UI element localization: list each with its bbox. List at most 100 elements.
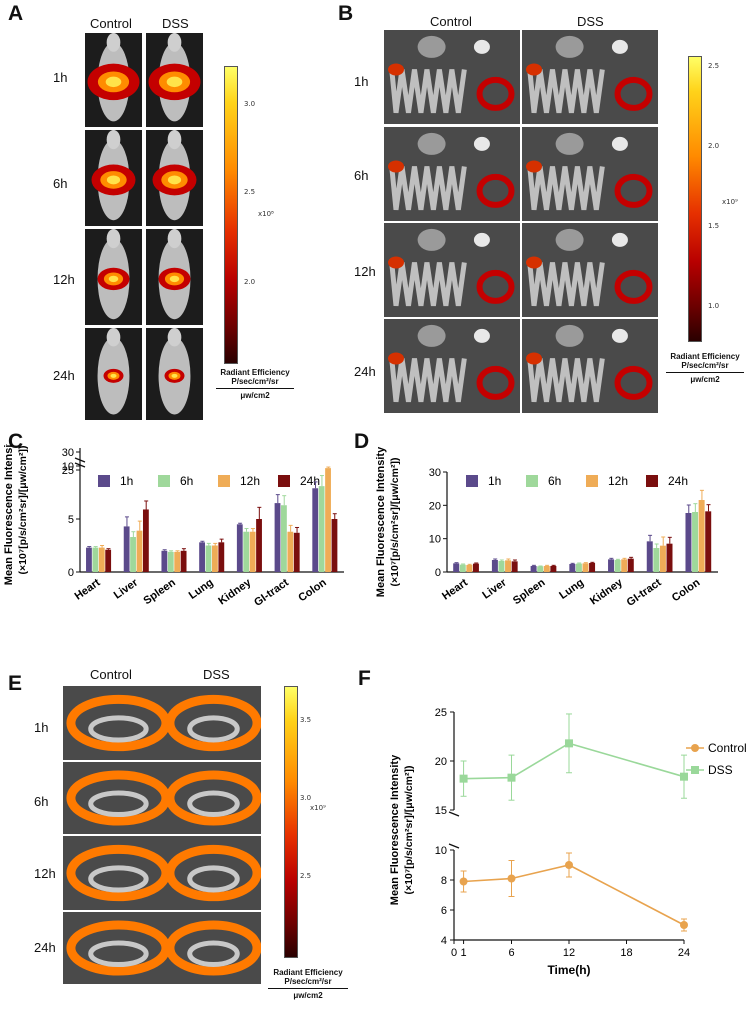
x-tick-label: Liver [112,576,141,601]
gridB-image-cell [522,319,658,413]
legend-label: 12h [608,474,628,488]
y-tick-label: 30 [429,467,441,479]
panel-b-row-1h: 1h [354,74,369,89]
gridB-image-cell [384,30,520,124]
panel-b-row-6h: 6h [354,168,369,183]
legend-swatch [466,475,478,487]
panel-e-letter: E [8,672,23,695]
units-title: Radiant Efficiency [220,368,290,377]
y-tick-label: 10 [62,461,74,473]
bar [614,560,621,572]
legend-swatch [526,475,538,487]
panel-a-row-1h: 1h [53,70,68,85]
data-point [459,774,468,783]
y-axis-label-units: (×10⁷[p/s/cm²sr]/[μw/cm²]) [389,458,401,587]
y-tick-label: 10 [429,534,441,546]
bar [466,565,473,572]
panel-b-colorbar [688,56,702,342]
x-tick-label: Spleen [511,576,548,607]
y-axis-label: Mean Fluorescence Intensity [389,754,401,905]
data-point [680,772,688,781]
bar [569,564,576,572]
bar [123,526,130,572]
panel-c-letter: C [8,430,24,453]
units-title: Radiant Efficiency [273,968,343,977]
panel-a-row-6h: 6h [53,176,68,191]
legend-marker [691,766,699,774]
bar [136,530,143,572]
gridA-image-cell [146,130,203,226]
x-tick-label: Spleen [141,576,178,607]
y-tick-label: 15 [435,805,447,817]
panel-e-colorbar [284,686,298,958]
gridE-image-cell [63,836,261,910]
bar [243,531,250,572]
bar [530,566,537,572]
legend-marker [691,744,699,752]
panel-b-cbar-tick: 2.5 [708,62,720,70]
x-tick-label: 12 [563,947,575,959]
panel-a-row-12h: 12h [53,272,75,287]
axis-break-mark [74,462,86,468]
panel-f-chart: Mean Fluorescence Intensity (×10⁷[p/s/cm²… [389,707,746,977]
bar [505,560,512,572]
panel-a-units: Radiant Efficiency P/sec/cm²/sr μw/cm2 [210,368,300,400]
panel-b-cbar-tick: 1.5 [708,222,720,230]
panel-a-letter: A [8,2,24,25]
panel-a-control-label: Control [90,16,132,31]
bar [130,537,136,572]
panel-e-cbar-tick: 3.5 [300,716,312,724]
y-axis-label-units: (×10⁷[p/s/cm²sr]/[μw/cm²]) [403,766,415,895]
units-numerator: P/sec/cm²/sr [681,361,729,370]
legend-label: 6h [548,474,561,488]
bar [205,545,212,572]
y-axis-label: Mean Fluorescence Intensity [375,446,387,597]
gridE-image-cell [63,912,261,984]
bar [212,545,218,572]
y-tick-label: 5 [68,514,74,526]
legend-label: 6h [180,474,193,488]
bar [453,563,460,572]
units-fraction-line [268,988,348,989]
panel-a-cbar-tick: 2.0 [244,278,256,286]
bar [98,547,105,572]
gridB-image-cell [522,30,658,124]
y-tick-label: 30 [62,447,74,459]
legend-swatch [278,475,290,487]
panel-e-row-1h: 1h [34,720,49,735]
bar [666,543,673,572]
legend-label: Control [708,741,746,755]
y-tick-label: 6 [441,905,447,917]
bar [92,547,99,572]
data-point [459,877,468,886]
bar [589,563,596,572]
bar [653,548,660,572]
bar [167,551,174,572]
bar [543,566,550,572]
panel-c-chart: Mean Fluorescence Intensity (×10⁷[p/s/cm²… [3,444,344,609]
data-point [507,773,516,782]
gridB-image-cell [384,319,520,413]
y-tick-label: 25 [62,465,74,477]
gridA-image-cell [85,229,142,325]
data-point [680,921,688,929]
x-tick-label: 18 [620,947,632,959]
x-tick-label: 1 [461,947,467,959]
panel-b-units: Radiant Efficiency P/sec/cm²/sr μw/cm2 [660,352,750,384]
panel-a-cbar-scale: x10⁸ [258,210,274,218]
y-tick-label: 20 [429,500,441,512]
gridA-image-cell [146,33,203,127]
bar [698,500,705,572]
panel-a-cbar-tick: 3.0 [244,100,256,108]
units-denominator: μw/cm2 [240,391,270,400]
x-tick-label: Lung [187,577,216,602]
bar [685,513,692,572]
bar [318,486,325,572]
y-tick-label: 10 [435,845,447,857]
x-tick-label: Kidney [216,576,254,607]
legend-swatch [646,475,658,487]
panel-e-cbar-tick: 2.5 [300,872,312,880]
x-tick-label: GI-tract [625,576,664,608]
legend-label: 12h [240,474,260,488]
gridB-image-cell [384,127,520,221]
